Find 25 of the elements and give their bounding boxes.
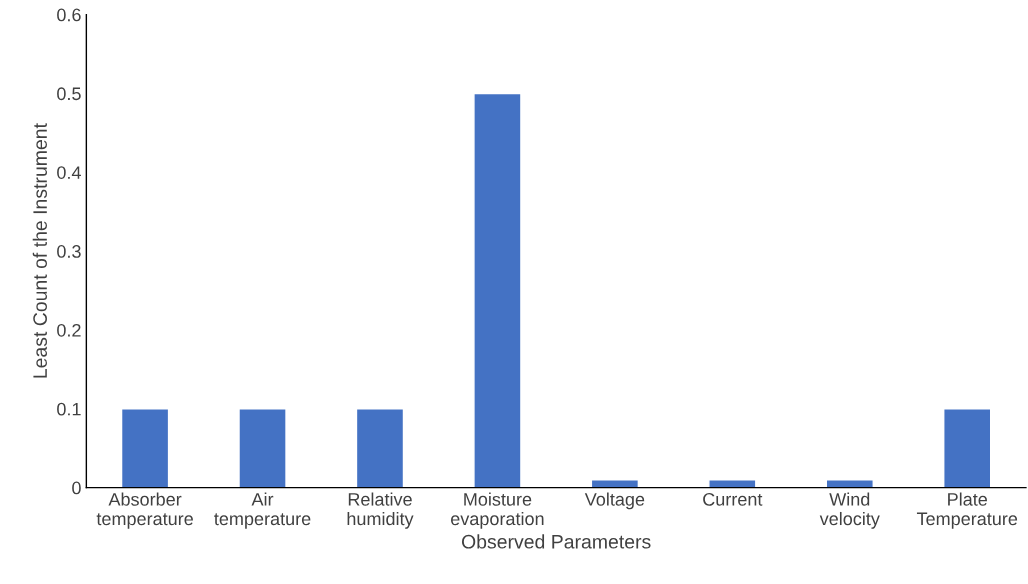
bar [825, 479, 874, 488]
y-tick-label: 0 [72, 481, 81, 495]
bar [943, 408, 992, 488]
x-tick-label: Moisture evaporation [451, 492, 544, 529]
x-tick-label: Relative humidity [347, 492, 414, 529]
bar [708, 479, 757, 488]
bar [238, 408, 287, 488]
y-tick-label: 0.3 [57, 245, 81, 258]
bar [473, 92, 522, 488]
y-tick-label: 0.6 [57, 8, 81, 22]
x-tick-label: Voltage [584, 492, 645, 510]
y-axis-title: Least Count of the Instrument [32, 123, 47, 378]
x-tick-label: Absorber temperature [96, 492, 193, 529]
y-tick-label: 0.2 [57, 323, 81, 337]
x-tick-label: Wind velocity [819, 492, 880, 529]
bar [120, 408, 170, 488]
x-axis-title: Observed Parameters [461, 534, 651, 549]
bar [355, 408, 405, 488]
y-tick-label: 0.4 [57, 166, 81, 179]
x-tick-label: Air temperature [214, 492, 311, 529]
x-tick-label: Current [703, 492, 763, 506]
bar [590, 479, 640, 488]
y-tick-label: 0.1 [57, 402, 81, 416]
y-tick-label: 0.5 [57, 87, 81, 101]
x-tick-label: Plate Temperature [916, 492, 1018, 529]
